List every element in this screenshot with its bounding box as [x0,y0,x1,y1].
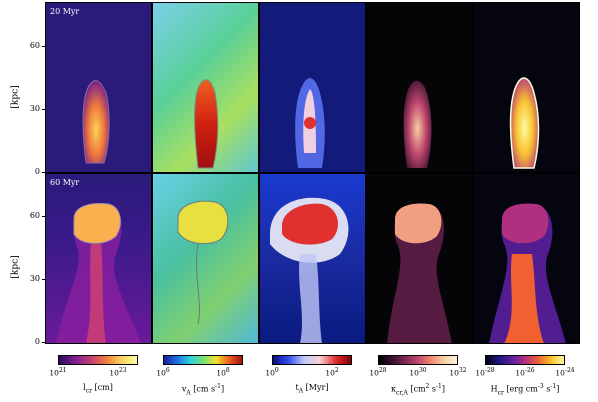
panel-tA-60myr [259,173,366,344]
y-tick-top-0: 0 [34,167,40,176]
kappa-jet-20 [403,80,432,168]
panel-lcr-60myr: 60 Myr [45,173,152,344]
y-tick-top-60: 60 [29,41,40,50]
lcr-jet-20 [82,80,110,164]
lcr-jet-60 [56,203,141,343]
colorbar-2-label: tA [Myr] [295,383,329,395]
colorbar-0 [58,355,138,365]
colorbar-1-label: vA [cm s-1] [181,383,225,397]
colorbar-4-tick-2: 10-24 [555,367,575,378]
colorbar-3 [378,355,458,365]
colorbar-0-tick-1: 1023 [109,367,127,378]
vA-jet-60 [177,200,229,325]
colorbar-4-label: Hcr [erg cm-3 s-1] [490,383,560,397]
panel-H-60myr [473,173,580,344]
row-label-60myr: 60 Myr [50,178,80,187]
colorbar-3-tick-1: 1030 [409,367,427,378]
colorbar-1-tick-1: 108 [216,367,230,378]
tA-jet-20 [295,78,325,168]
colorbar-1-tick-0: 106 [156,367,170,378]
y-tick-top-30: 30 [29,104,40,113]
panel-vA-20myr [152,2,259,173]
colorbar-2 [272,355,352,365]
colorbar-4 [485,355,565,365]
y-tick-bottom-60: 60 [29,211,40,220]
y-tick-bottom-30: 30 [29,274,40,283]
H-jet-20 [509,77,540,169]
colorbar-1 [163,355,243,365]
colorbar-0-label: lcr [cm] [83,383,113,395]
panel-H-20myr [473,2,580,173]
panel-kappa-60myr [366,173,473,344]
row-label-20myr: 20 Myr [50,7,80,16]
colorbar-3-tick-0: 1028 [369,367,387,378]
vA-jet-20 [194,79,219,169]
panel-vA-60myr [152,173,259,344]
colorbar-3-tick-2: 1032 [449,367,467,378]
colorbar-4-tick-0: 10-28 [475,367,495,378]
colorbar-0-tick-0: 1021 [49,367,67,378]
colorbar-4-tick-1: 10-26 [515,367,535,378]
panel-lcr-20myr: 20 Myr [45,2,152,173]
colorbar-3-label: κcr,A [cm2 s-1] [390,383,446,397]
H-jet-60 [489,203,566,343]
kappa-jet-60 [387,203,452,343]
colorbar-2-tick-0: 100 [265,367,279,378]
y-tick-bottom-0: 0 [34,337,40,346]
panel-kappa-20myr [366,2,473,173]
panel-tA-20myr [259,2,366,173]
tA-jet-60 [270,197,349,343]
colorbar-2-tick-1: 102 [325,367,339,378]
